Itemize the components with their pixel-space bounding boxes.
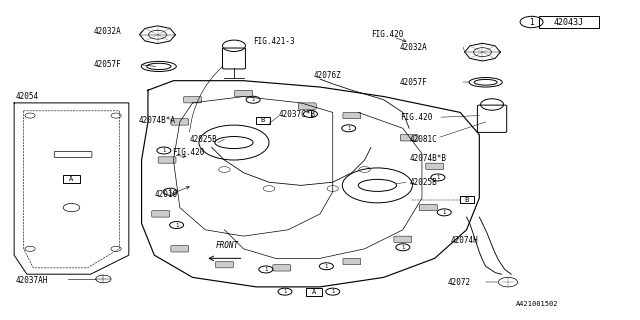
Text: 1: 1 (331, 289, 334, 294)
Text: 1: 1 (309, 111, 312, 116)
Text: A: A (312, 289, 316, 295)
Text: 42057F: 42057F (399, 78, 428, 87)
FancyBboxPatch shape (419, 204, 437, 211)
Text: B: B (260, 117, 265, 123)
Text: 1: 1 (347, 126, 350, 131)
Text: 42010: 42010 (154, 190, 177, 199)
Text: 1: 1 (175, 222, 179, 228)
Text: 1: 1 (324, 264, 328, 269)
Text: 42025B: 42025B (189, 135, 217, 144)
Text: 1: 1 (264, 267, 268, 272)
Text: 42074B*A: 42074B*A (138, 116, 175, 125)
Text: 42032A: 42032A (399, 43, 428, 52)
Text: 42076Z: 42076Z (314, 71, 341, 80)
Text: 1: 1 (163, 148, 166, 153)
FancyBboxPatch shape (298, 103, 316, 109)
Text: B: B (465, 197, 468, 203)
Text: 42074H: 42074H (451, 236, 478, 245)
Text: A421001502: A421001502 (515, 301, 558, 307)
FancyBboxPatch shape (152, 211, 170, 217)
Text: 42057F: 42057F (94, 60, 122, 69)
Text: 1: 1 (284, 289, 287, 294)
FancyBboxPatch shape (273, 265, 291, 271)
Text: 1: 1 (436, 175, 440, 180)
Text: FRONT: FRONT (216, 241, 239, 251)
Text: 1: 1 (401, 245, 404, 250)
FancyBboxPatch shape (426, 163, 444, 170)
Text: 42074B*B: 42074B*B (409, 154, 446, 163)
Text: 1: 1 (252, 97, 255, 102)
FancyBboxPatch shape (216, 261, 234, 268)
FancyBboxPatch shape (343, 112, 361, 119)
Text: 42037AH: 42037AH (15, 276, 48, 285)
FancyBboxPatch shape (171, 246, 189, 252)
Text: 1: 1 (168, 189, 172, 194)
Text: A: A (69, 176, 74, 182)
Text: 42081C: 42081C (409, 135, 437, 144)
Text: 1: 1 (529, 18, 534, 27)
Text: FIG.421-3: FIG.421-3 (253, 36, 294, 45)
Text: 42025B: 42025B (409, 178, 437, 187)
FancyBboxPatch shape (343, 258, 361, 265)
Text: FIG.420: FIG.420 (371, 30, 403, 39)
FancyBboxPatch shape (235, 90, 252, 97)
FancyBboxPatch shape (400, 135, 418, 141)
FancyBboxPatch shape (184, 97, 202, 103)
FancyBboxPatch shape (394, 236, 412, 243)
Text: 42032A: 42032A (94, 27, 122, 36)
FancyBboxPatch shape (158, 157, 176, 163)
Text: 42043J: 42043J (554, 18, 584, 27)
Text: 42054: 42054 (15, 92, 38, 101)
Text: 42037C*B: 42037C*B (278, 109, 316, 118)
Text: FIG.420: FIG.420 (172, 148, 205, 156)
FancyBboxPatch shape (171, 119, 189, 125)
Text: 1: 1 (443, 210, 446, 215)
Text: 42072: 42072 (447, 278, 470, 287)
Text: FIG.420: FIG.420 (399, 113, 432, 122)
